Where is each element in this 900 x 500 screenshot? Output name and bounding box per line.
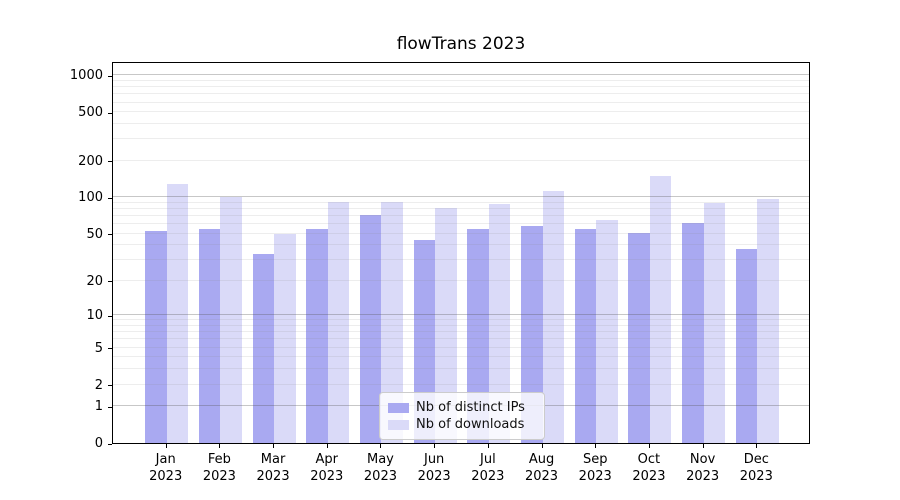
y-tick-1000 [108, 75, 112, 77]
bar-downloads-jan [166, 183, 189, 443]
x-tick-aug [541, 444, 543, 448]
y-tick-label-10: 10 [86, 308, 103, 324]
x-tick-label-jul: Jul 2023 [471, 452, 505, 484]
x-tick-sep [595, 444, 597, 448]
legend-label-distinct-ips: Nb of distinct IPs [416, 400, 525, 415]
y-tick-1 [108, 406, 112, 408]
x-tick-label-may: May 2023 [363, 452, 397, 484]
bar-downloads-mar [274, 233, 296, 443]
legend-swatch-downloads [388, 419, 409, 430]
bar-downloads-feb [220, 196, 242, 443]
gridline-minor-900 [113, 79, 809, 81]
x-tick-may [380, 444, 382, 448]
gridline-minor-300 [113, 138, 809, 140]
y-tick-500 [108, 112, 112, 114]
bar-downloads-aug [542, 190, 565, 443]
x-tick-feb [219, 444, 221, 448]
bar-downloads-apr [327, 201, 350, 443]
x-tick-label-nov: Nov 2023 [686, 452, 720, 484]
gridline-major-100 [113, 196, 809, 198]
y-tick-5 [108, 348, 112, 350]
y-tick-label-1: 1 [94, 399, 103, 415]
x-tick-label-mar: Mar 2023 [256, 452, 290, 484]
bar-downloads-oct [649, 176, 672, 443]
x-tick-label-jun: Jun 2023 [417, 452, 451, 484]
bar-downloads-dec [757, 199, 779, 443]
bar-distinct-ips-feb [198, 228, 221, 443]
plot-area [112, 62, 810, 444]
x-tick-label-sep: Sep 2023 [578, 452, 612, 484]
gridline-minor-700 [113, 93, 809, 95]
x-tick-apr [326, 444, 328, 448]
bar-distinct-ips-nov [682, 223, 704, 443]
bar-distinct-ips-oct [628, 232, 650, 443]
y-tick-2 [108, 385, 112, 387]
x-tick-label-jan: Jan 2023 [149, 452, 183, 484]
y-tick-200 [108, 161, 112, 163]
legend-row-distinct-ips: Nb of distinct IPs [388, 399, 536, 416]
gridline-minor-500 [113, 111, 809, 113]
bar-distinct-ips-apr [306, 228, 328, 443]
y-tick-label-0: 0 [94, 436, 103, 451]
bar-downloads-nov [703, 202, 726, 443]
legend-label-downloads: Nb of downloads [416, 417, 525, 432]
y-tick-20 [108, 281, 112, 283]
bar-downloads-jun [435, 207, 457, 443]
bar-downloads-sep [596, 220, 618, 443]
bar-distinct-ips-sep [574, 228, 597, 443]
y-tick-label-5: 5 [94, 340, 103, 356]
y-tick-label-500: 500 [78, 105, 103, 121]
x-tick-label-oct: Oct 2023 [632, 452, 666, 484]
gridline-major-1000 [113, 74, 809, 76]
x-tick-label-aug: Aug 2023 [524, 452, 559, 484]
x-tick-jun [434, 444, 436, 448]
bar-distinct-ips-aug [521, 226, 543, 443]
y-tick-label-50: 50 [86, 226, 103, 242]
y-tick-label-1000: 1000 [69, 68, 103, 84]
x-tick-oct [648, 444, 650, 448]
x-tick-nov [702, 444, 704, 448]
x-tick-mar [273, 444, 275, 448]
y-tick-label-100: 100 [78, 190, 103, 206]
x-tick-label-feb: Feb 2023 [202, 452, 236, 484]
x-tick-label-dec: Dec 2023 [739, 452, 773, 484]
bar-distinct-ips-dec [735, 249, 758, 443]
bar-distinct-ips-jul [467, 228, 489, 443]
y-tick-50 [108, 234, 112, 236]
bar-distinct-ips-jan [145, 230, 167, 443]
gridline-minor-800 [113, 86, 809, 88]
y-tick-label-2: 2 [94, 377, 103, 393]
y-tick-label-20: 20 [86, 273, 103, 289]
y-tick-label-200: 200 [78, 153, 103, 169]
gridline-minor-400 [113, 123, 809, 125]
y-tick-0 [108, 443, 112, 445]
x-tick-jan [165, 444, 167, 448]
bar-downloads-jul [488, 204, 511, 443]
gridline-minor-600 [113, 101, 809, 103]
gridline-minor-200 [113, 159, 809, 161]
bar-distinct-ips-mar [252, 253, 275, 443]
legend-swatch-distinct-ips [388, 402, 409, 413]
chart-title: flowTrans 2023 [396, 34, 526, 54]
y-tick-100 [108, 197, 112, 199]
bar-downloads-may [381, 202, 403, 443]
x-tick-dec [756, 444, 758, 448]
legend: Nb of distinct IPs Nb of downloads [379, 392, 545, 440]
x-tick-jul [487, 444, 489, 448]
x-tick-label-apr: Apr 2023 [310, 452, 344, 484]
y-tick-10 [108, 315, 112, 317]
legend-row-downloads: Nb of downloads [388, 416, 536, 433]
bar-distinct-ips-may [359, 214, 382, 443]
